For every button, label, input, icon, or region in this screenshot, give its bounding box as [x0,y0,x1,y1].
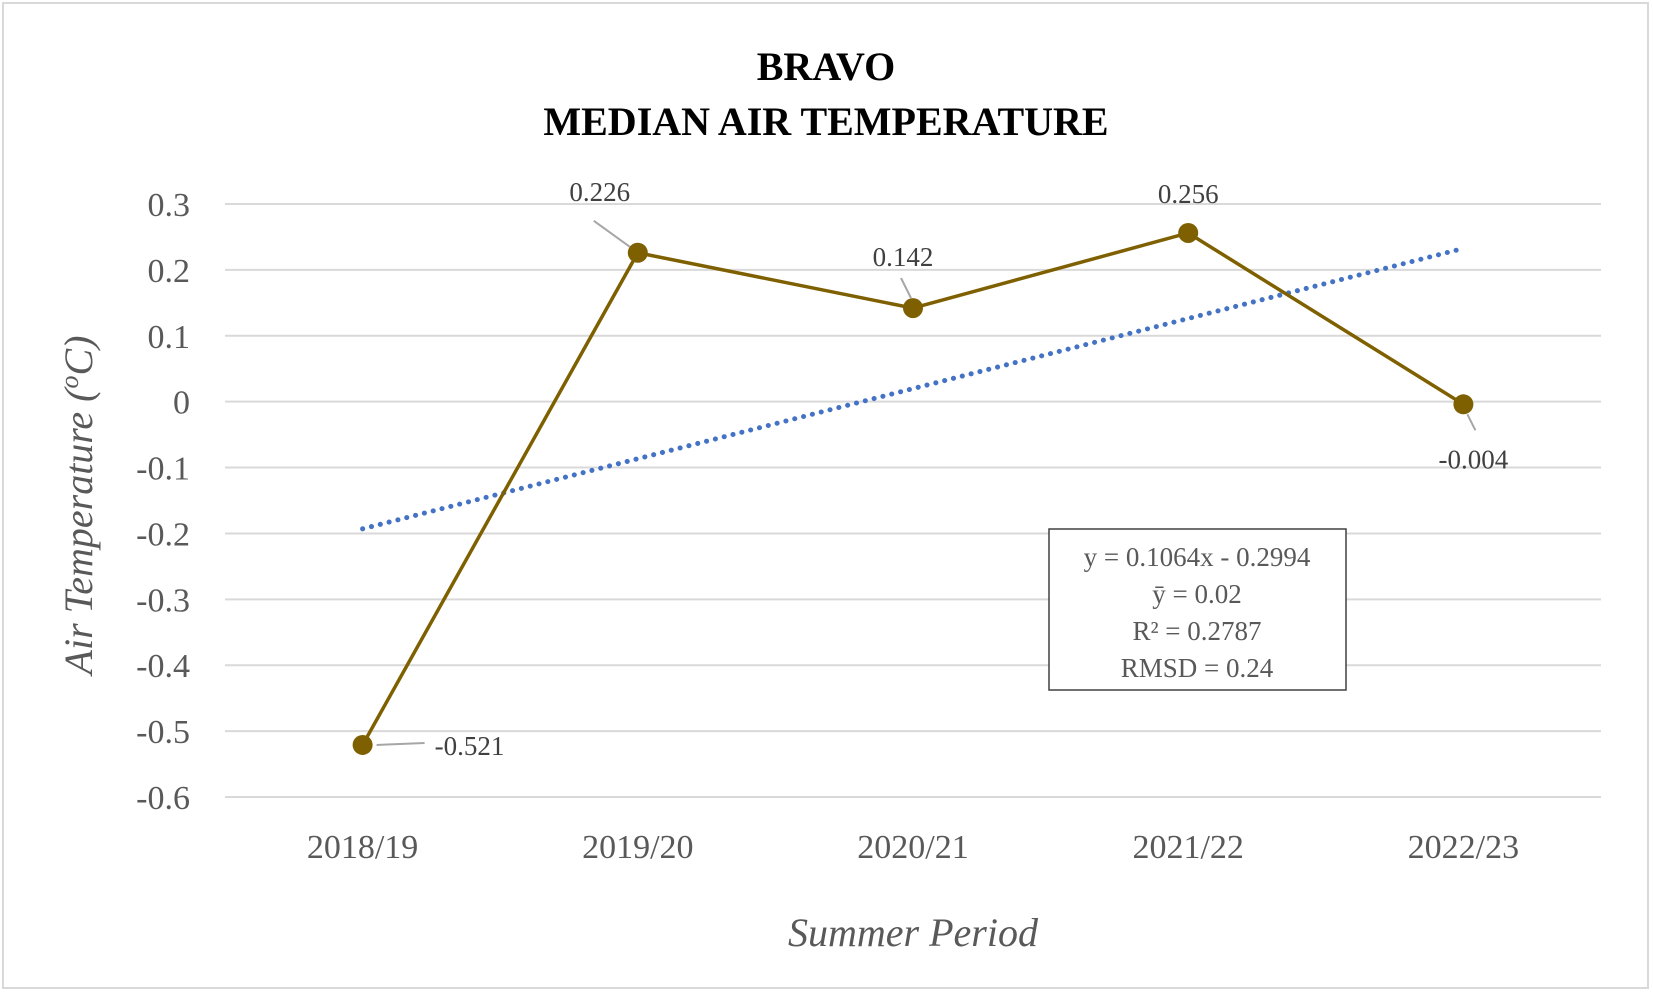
x-tick-label: 2022/23 [1408,829,1519,866]
x-tick-label: 2018/19 [307,829,418,866]
x-tick-label: 2021/22 [1132,829,1243,866]
stats-box-border [1048,528,1347,691]
chart-title-line-1: BRAVO [757,44,896,89]
data-point [1453,394,1474,415]
data-point [1178,222,1199,243]
y-tick-label: 0.1 [148,319,191,356]
y-tick-label: -0.5 [136,714,190,751]
stats-mean: ȳ = 0.02 [1152,579,1241,609]
chart-title-line-2: MEDIAN AIR TEMPERATURE [543,99,1108,144]
y-axis-title-superscript: o [55,376,84,389]
y-tick-label: -0.1 [136,451,190,488]
data-label: -0.521 [435,731,505,761]
data-point [627,242,648,263]
data-labels: -0.521 0.226 0.142 0.256 -0.004 [376,177,1509,761]
gridlines [225,203,1601,798]
y-tick-label: 0.2 [148,253,191,290]
y-tick-label: 0.3 [148,187,191,224]
x-tick-label: 2020/21 [857,829,968,866]
trendline [360,245,1466,532]
data-label: 0.256 [1158,179,1219,209]
data-label: 0.226 [569,177,630,207]
stats-rmsd: RMSD = 0.24 [1121,653,1274,683]
stats-equation: y = 0.1064x - 0.2994 [1084,542,1311,572]
data-label: -0.004 [1439,444,1509,474]
data-label-leader [376,741,425,746]
data-label-leader [593,219,631,248]
x-tick-label: 2019/20 [582,829,693,866]
stats-r-squared: R² = 0.2787 [1132,616,1261,646]
y-tick-labels: 0.3 0.2 0.1 0 -0.1 -0.2 -0.3 -0.4 -0.5 -0.6 [136,187,190,817]
y-tick-label: -0.2 [136,516,190,553]
y-axis-title: Air Temperature (oC) [55,336,101,678]
data-label-leader [1466,413,1477,431]
y-tick-label: -0.4 [136,648,190,685]
x-axis-title: Summer Period [788,910,1039,955]
y-tick-label: -0.6 [136,780,190,817]
y-axis-title-main: Air Temperature ( [56,386,101,678]
stats-box: y = 0.1064x - 0.2994 ȳ = 0.02 R² = 0.278… [1048,528,1347,691]
y-tick-label: -0.3 [136,582,190,619]
data-points [352,222,1474,755]
data-point [903,298,923,319]
y-tick-label: 0 [173,385,190,422]
data-point [352,734,373,755]
trendline-path [360,245,1466,532]
x-tick-labels: 2018/19 2019/20 2020/21 2021/22 2022/23 [307,829,1519,866]
data-label-leader [900,277,912,299]
y-axis-title-end: C) [56,336,101,376]
data-label: 0.142 [873,242,934,272]
